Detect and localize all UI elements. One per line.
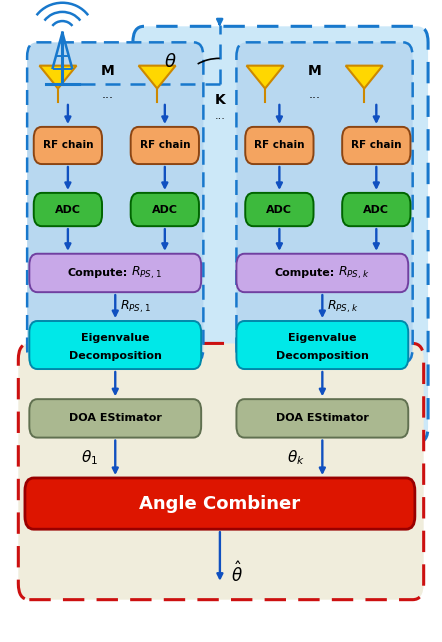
Text: Decomposition: Decomposition [69,351,162,361]
FancyBboxPatch shape [27,42,203,363]
FancyBboxPatch shape [245,127,313,164]
FancyBboxPatch shape [245,193,313,226]
Polygon shape [346,65,383,89]
Text: ADC: ADC [267,205,292,214]
Text: $\theta$: $\theta$ [164,53,177,71]
FancyBboxPatch shape [236,399,408,438]
Text: $\theta_1$: $\theta_1$ [80,448,98,467]
FancyBboxPatch shape [29,321,201,369]
Text: K: K [215,93,225,107]
FancyBboxPatch shape [131,193,199,226]
Text: ...: ... [102,89,114,101]
Text: DOA EStimator: DOA EStimator [69,413,162,423]
FancyBboxPatch shape [131,127,199,164]
FancyBboxPatch shape [29,254,201,292]
FancyBboxPatch shape [342,127,411,164]
FancyBboxPatch shape [34,127,102,164]
Text: Compute:: Compute: [274,268,335,278]
Text: ADC: ADC [152,205,178,214]
FancyBboxPatch shape [133,26,428,443]
Text: Angle Combiner: Angle Combiner [139,494,301,512]
Text: Eigenvalue: Eigenvalue [81,333,149,343]
Text: Eigenvalue: Eigenvalue [288,333,357,343]
Text: Decomposition: Decomposition [276,351,369,361]
Text: RF chain: RF chain [42,141,93,150]
Text: M: M [101,64,114,78]
Text: DOA EStimator: DOA EStimator [276,413,369,423]
Polygon shape [39,65,76,89]
Text: Compute:: Compute: [68,268,128,278]
Polygon shape [139,65,175,89]
Text: ADC: ADC [363,205,389,214]
Text: $R_{PS,1}$: $R_{PS,1}$ [131,265,161,281]
FancyBboxPatch shape [236,42,413,363]
FancyBboxPatch shape [236,321,408,369]
FancyBboxPatch shape [342,193,411,226]
Text: $R_{PS,1}$: $R_{PS,1}$ [120,299,150,315]
FancyBboxPatch shape [29,399,201,438]
Text: RF chain: RF chain [254,141,305,150]
Text: RF chain: RF chain [351,141,402,150]
FancyBboxPatch shape [18,343,424,600]
FancyBboxPatch shape [25,478,415,529]
Text: M: M [308,64,321,78]
FancyBboxPatch shape [236,254,408,292]
Text: ...: ... [309,89,320,101]
Text: $R_{PS,k}$: $R_{PS,k}$ [338,265,369,281]
Text: ...: ... [215,111,225,121]
Polygon shape [247,65,284,89]
Text: RF chain: RF chain [140,141,190,150]
FancyBboxPatch shape [34,193,102,226]
Text: $\theta_k$: $\theta_k$ [287,448,305,467]
Text: ADC: ADC [55,205,81,214]
Text: $\hat{\theta}$: $\hat{\theta}$ [231,562,243,586]
Text: $R_{PS,k}$: $R_{PS,k}$ [327,299,358,315]
